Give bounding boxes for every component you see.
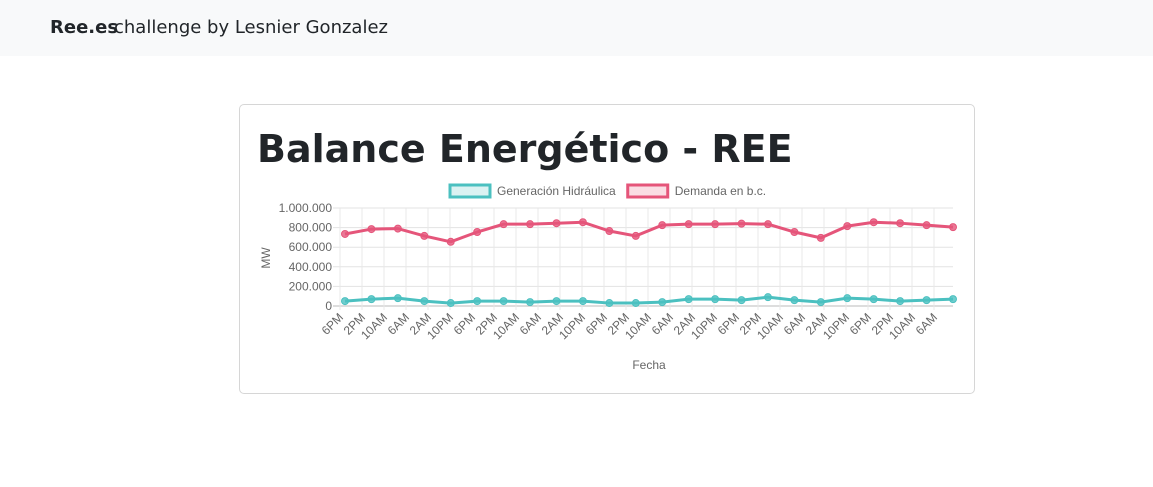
y-tick-label: 400.000 [289,260,333,274]
legend-swatch [448,183,492,199]
data-point [949,295,957,304]
data-point [763,293,772,302]
data-point [526,220,535,229]
x-axis-title: Fecha [632,358,666,372]
data-point [658,298,667,307]
legend-swatch [626,183,670,199]
data-point [526,298,535,307]
data-point [711,295,720,304]
data-point [605,299,614,308]
data-point [578,297,587,306]
data-point [869,218,878,227]
x-tick-label: 6PM [451,310,478,337]
x-tick-label: 6AM [649,310,676,337]
data-point [790,296,799,305]
y-tick-label: 1.000.000 [279,201,333,215]
y-tick-label: 600.000 [289,240,333,254]
data-point [473,297,482,306]
series-line [344,295,954,305]
data-point [605,227,614,236]
data-point [843,222,852,231]
brand[interactable]: Ree.es [50,17,119,38]
data-point [499,297,508,306]
legend-label: Demanda en b.c. [675,184,766,198]
series-line [344,220,954,244]
data-point [420,297,429,306]
y-tick-label: 800.000 [289,221,333,235]
data-point [684,220,693,229]
x-tick-label: 6AM [517,310,544,337]
chart-title: Balance Energético - REE [257,127,793,171]
x-tick-label: 6AM [781,310,808,337]
x-tick-label: 6AM [913,310,940,337]
legend-label: Generación Hidráulica [497,184,616,198]
data-point [737,296,746,305]
data-point [631,231,640,240]
data-point [552,219,561,228]
x-tick-label: 6PM [583,310,610,337]
data-point [367,225,376,234]
data-point [711,220,720,229]
data-point [499,220,508,229]
data-point [896,219,905,228]
navbar: Ree.es challenge by Lesnier Gonzalez [0,0,1153,56]
data-point [552,297,561,306]
data-point [473,228,482,237]
data-point [816,298,825,307]
y-axis-title: MW [259,247,273,269]
navbar-text: challenge by Lesnier Gonzalez [114,17,388,38]
data-point [578,218,587,227]
data-point [393,224,402,233]
y-tick-label: 0 [325,299,332,313]
data-point [896,297,905,306]
data-point [393,294,402,303]
data-point [816,233,825,242]
data-point [658,221,667,230]
data-point [949,223,957,232]
data-point [420,231,429,240]
data-point [367,295,376,304]
card [239,104,975,394]
data-point [922,296,931,305]
x-tick-label: 6AM [385,310,412,337]
x-tick-label: 6PM [715,310,742,337]
data-point [631,299,640,308]
data-point [341,297,349,306]
x-tick-label: 6PM [847,310,874,337]
data-point [869,295,878,304]
data-point [446,237,455,246]
x-tick-label: 6PM [319,310,346,337]
data-point [922,221,931,230]
data-point [843,294,852,303]
data-point [341,229,349,238]
y-tick-label: 200.000 [289,279,333,293]
data-point [790,228,799,237]
data-point [684,295,693,304]
data-point [763,220,772,229]
data-point [446,299,455,308]
data-point [737,219,746,228]
